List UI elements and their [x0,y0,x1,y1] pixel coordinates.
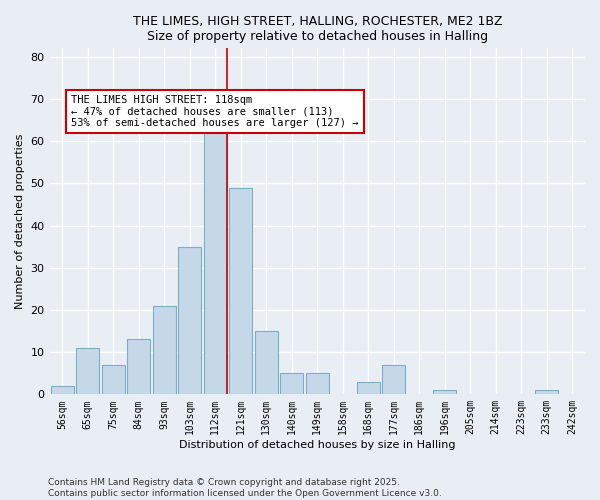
Bar [433,390,456,394]
Y-axis label: Number of detached properties: Number of detached properties [15,134,25,309]
Bar [229,188,252,394]
Bar [178,246,201,394]
Text: THE LIMES HIGH STREET: 118sqm
← 47% of detached houses are smaller (113)
53% of : THE LIMES HIGH STREET: 118sqm ← 47% of d… [71,94,359,128]
Bar [153,306,176,394]
Bar [204,112,227,395]
Bar [76,348,99,395]
X-axis label: Distribution of detached houses by size in Halling: Distribution of detached houses by size … [179,440,455,450]
Bar [357,382,380,394]
Title: THE LIMES, HIGH STREET, HALLING, ROCHESTER, ME2 1BZ
Size of property relative to: THE LIMES, HIGH STREET, HALLING, ROCHEST… [133,15,502,43]
Bar [51,386,74,394]
Bar [306,373,329,394]
Bar [255,331,278,394]
Bar [535,390,558,394]
Bar [102,365,125,394]
Bar [127,340,150,394]
Bar [280,373,303,394]
Text: Contains HM Land Registry data © Crown copyright and database right 2025.
Contai: Contains HM Land Registry data © Crown c… [48,478,442,498]
Bar [382,365,405,394]
